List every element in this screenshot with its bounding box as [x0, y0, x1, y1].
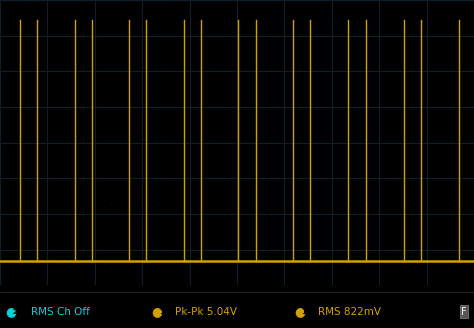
Text: RMS Ch Off: RMS Ch Off: [31, 307, 90, 317]
Text: ●: ●: [152, 305, 163, 318]
Text: 1: 1: [301, 309, 306, 315]
Text: RMS 822mV: RMS 822mV: [318, 307, 381, 317]
Text: 2: 2: [13, 309, 18, 315]
Text: ●: ●: [294, 305, 305, 318]
Text: Pk-Pk 5.04V: Pk-Pk 5.04V: [175, 307, 237, 317]
Text: ●: ●: [6, 305, 17, 318]
Text: 1: 1: [159, 309, 164, 315]
Text: F: F: [461, 307, 467, 317]
